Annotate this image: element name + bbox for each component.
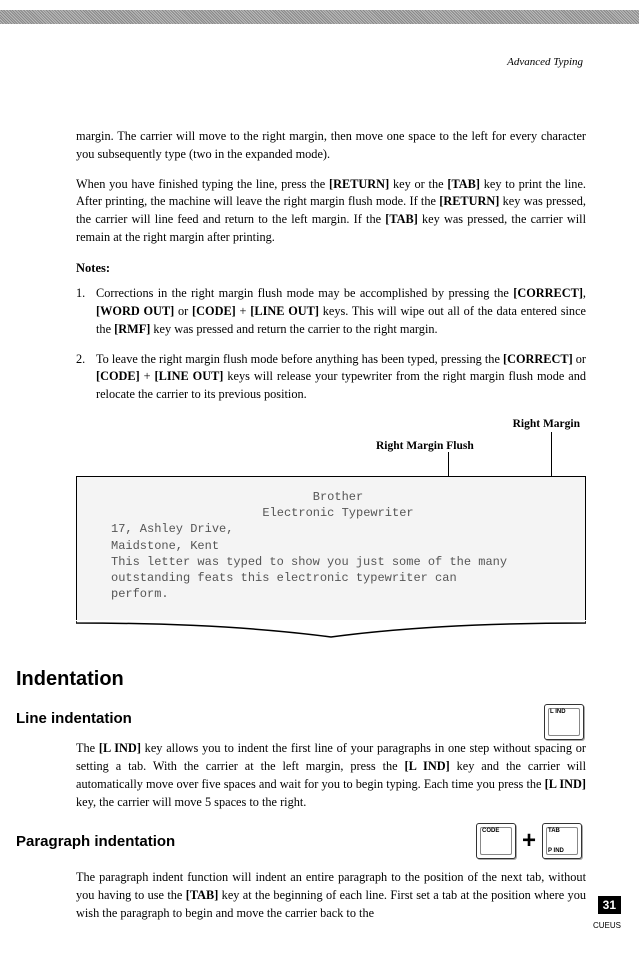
example-line: Maidstone, Kent [111, 538, 565, 554]
heading-paragraph-indentation-row: Paragraph indentation CODE + TAB P IND [16, 823, 586, 859]
key-lind: [L IND] [405, 759, 450, 773]
key-label: P IND [548, 847, 564, 856]
key-label: TAB [548, 827, 560, 836]
text: + [140, 369, 155, 383]
page-content: margin. The carrier will move to the rig… [76, 128, 586, 935]
notes-heading: Notes: [76, 259, 586, 277]
page-top-border [0, 10, 639, 24]
text: The [76, 741, 99, 755]
label-right-margin-flush: Right Margin Flush [376, 438, 474, 455]
note-2: 2. To leave the right margin flush mode … [76, 351, 586, 404]
key-return: [RETURN] [439, 194, 499, 208]
key-icon-lind: L IND [544, 704, 584, 740]
text: To leave the right margin flush mode bef… [96, 352, 503, 366]
key-label: L IND [550, 708, 566, 717]
note-number: 2. [76, 351, 96, 404]
key-tab: [TAB] [385, 212, 418, 226]
key-lind: [L IND] [99, 741, 141, 755]
text: key, the carrier will move 5 spaces to t… [76, 795, 306, 809]
text: , [583, 286, 586, 300]
example-bottom-curve [76, 623, 586, 641]
text: Corrections in the right margin flush mo… [96, 286, 513, 300]
para-margin: margin. The carrier will move to the rig… [76, 128, 586, 164]
plus-icon: + [522, 824, 536, 859]
text: key was pressed and return the carrier t… [150, 322, 437, 336]
pointer-line [551, 432, 552, 476]
key-correct: [CORRECT] [503, 352, 573, 366]
key-return: [RETURN] [329, 177, 389, 191]
key-wordout: [WORD OUT] [96, 304, 174, 318]
para-paragraph-indent: The paragraph indent function will inden… [76, 869, 586, 922]
example-line: outstanding feats this electronic typewr… [111, 570, 565, 586]
heading-line-indentation: Line indentation [16, 708, 132, 730]
example-line: Electronic Typewriter [111, 505, 565, 521]
para-line-indent: The [L IND] key allows you to indent the… [76, 740, 586, 811]
key-lineout: [LINE OUT] [155, 369, 224, 383]
para-return-tab: When you have finished typing the line, … [76, 176, 586, 247]
diagram-labels: Right Margin Right Margin Flush [76, 416, 586, 476]
key-tab: [TAB] [186, 888, 219, 902]
page-header-section: Advanced Typing [507, 56, 583, 68]
keycap-icon: TAB P IND [542, 823, 582, 859]
text: + [236, 304, 251, 318]
text: or [573, 352, 586, 366]
example-line: perform. [111, 586, 565, 602]
key-lind: [L IND] [545, 777, 586, 791]
key-code: [CODE] [192, 304, 236, 318]
note-number: 1. [76, 285, 96, 338]
key-label: CODE [482, 827, 499, 836]
keycap-icon: CODE [476, 823, 516, 859]
key-lineout: [LINE OUT] [250, 304, 319, 318]
footer-code: CUEUS [593, 921, 621, 930]
key-rmf: [RMF] [114, 322, 150, 336]
text: or [174, 304, 192, 318]
note-body: To leave the right margin flush mode bef… [96, 351, 586, 404]
example-line: 17, Ashley Drive, [111, 521, 565, 537]
example-line: This letter was typed to show you just s… [111, 554, 565, 570]
page-number: 31 [598, 896, 621, 914]
key-combo-icons: CODE + TAB P IND [476, 823, 582, 859]
heading-line-indentation-row: Line indentation L IND [16, 708, 586, 730]
note-body: Corrections in the right margin flush mo… [96, 285, 586, 338]
label-right-margin: Right Margin [513, 416, 580, 433]
text: When you have finished typing the line, … [76, 177, 329, 191]
key-correct: [CORRECT] [513, 286, 583, 300]
heading-indentation: Indentation [16, 665, 586, 694]
keycap-icon: L IND [544, 704, 584, 740]
text: key or the [389, 177, 447, 191]
key-code: [CODE] [96, 369, 140, 383]
example-line: Brother [111, 489, 565, 505]
example-display: Brother Electronic Typewriter 17, Ashley… [76, 476, 586, 620]
key-tab: [TAB] [447, 177, 480, 191]
note-1: 1. Corrections in the right margin flush… [76, 285, 586, 338]
heading-paragraph-indentation: Paragraph indentation [16, 831, 175, 853]
